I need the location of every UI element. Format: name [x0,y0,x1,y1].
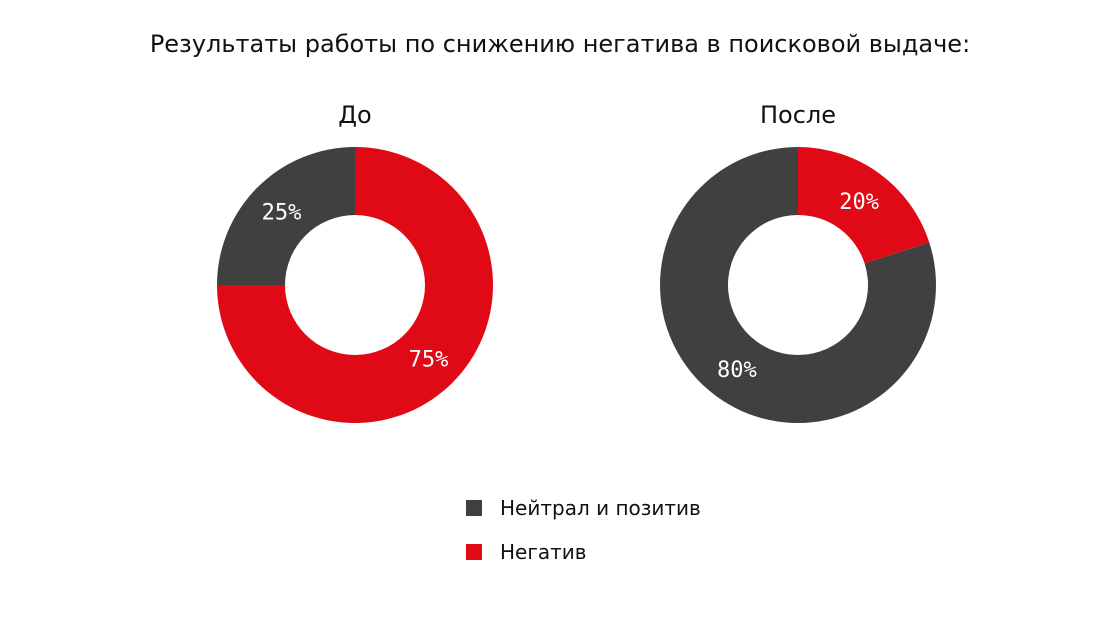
legend-label-negative: Негатив [500,540,587,564]
data-label-after-neutral: 80% [717,358,757,383]
legend-item-neutral-positive: Нейтрал и позитив [466,486,701,530]
slice-before-negative [217,147,493,423]
data-label-before-negative: 75% [409,348,449,373]
legend-item-negative: Негатив [466,530,701,574]
data-label-before-neutral: 25% [262,200,302,225]
chart-title: Результаты работы по снижению негатива в… [149,30,971,58]
legend-swatch-neutral [466,500,482,516]
legend-swatch-negative [466,544,482,560]
legend-label-neutral: Нейтрал и позитив [500,496,701,520]
data-label-after-negative: 20% [839,190,879,215]
slice-before-neutral [217,147,355,285]
panel-title-after: После [760,101,836,129]
legend: Нейтрал и позитив Негатив [466,486,701,574]
slice-after-neutral [660,147,936,423]
slice-after-negative [798,147,930,264]
panel-title-before: До [338,101,371,129]
